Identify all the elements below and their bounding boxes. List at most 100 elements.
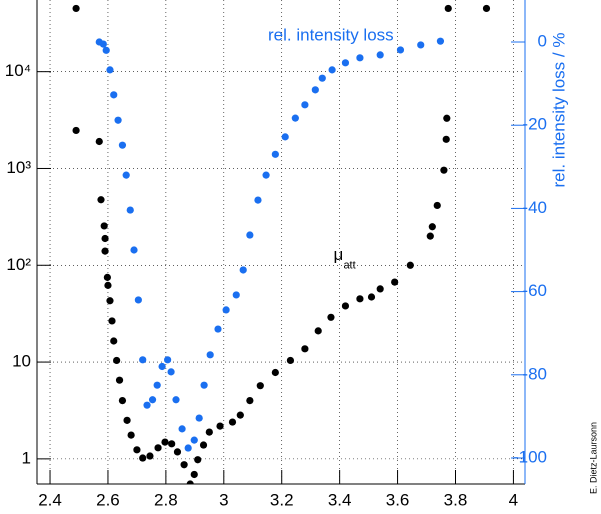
- data-point: [127, 431, 135, 439]
- x-tick-label: 2.4: [38, 490, 62, 509]
- data-point: [178, 425, 186, 433]
- y-tick-label: 10: [12, 352, 31, 371]
- data-point: [133, 446, 141, 454]
- data-point: [72, 126, 80, 135]
- annotation-subscript: att: [343, 260, 355, 272]
- data-point: [113, 356, 121, 365]
- data-point: [102, 46, 110, 54]
- data-point: [314, 327, 322, 335]
- series-label: rel. intensity loss: [268, 25, 394, 44]
- y-tick-label: 1: [22, 448, 31, 467]
- data-point: [148, 396, 157, 404]
- data-point: [72, 4, 80, 13]
- data-point: [281, 133, 289, 141]
- x-tick-label: 3.6: [386, 490, 410, 509]
- data-point: [433, 201, 441, 210]
- data-point: [356, 54, 364, 62]
- data-point: [341, 59, 350, 67]
- annotation: μ: [333, 245, 343, 264]
- data-point: [482, 4, 491, 13]
- data-point: [327, 313, 335, 321]
- data-point: [406, 261, 414, 269]
- data-point: [101, 247, 109, 255]
- data-point: [262, 171, 270, 179]
- data-point: [108, 317, 116, 325]
- data-point: [161, 438, 169, 446]
- data-point: [99, 40, 107, 48]
- x-tick-label: 2.6: [96, 490, 120, 509]
- data-point: [134, 296, 142, 304]
- data-point: [318, 74, 326, 82]
- data-point: [186, 480, 194, 484]
- data-point: [246, 231, 254, 239]
- data-point: [246, 396, 254, 405]
- y2-tick-label: -80: [522, 364, 547, 383]
- x-tick-label: 3.4: [328, 490, 352, 509]
- data-point: [206, 351, 214, 359]
- data-point: [158, 362, 166, 371]
- data-point: [95, 137, 103, 146]
- data-point: [442, 135, 450, 143]
- data-point: [356, 295, 364, 303]
- data-point: [367, 293, 376, 301]
- data-point: [100, 222, 108, 230]
- data-point: [106, 66, 114, 74]
- data-point: [190, 470, 198, 479]
- data-point: [115, 376, 124, 384]
- y2-tick-label: 0: [538, 31, 547, 50]
- data-point: [216, 422, 224, 430]
- data-point: [271, 368, 279, 377]
- data-point: [328, 66, 336, 74]
- data-point: [376, 285, 384, 293]
- y2-axis-label: rel. intensity loss / %: [549, 33, 568, 188]
- data-point: [126, 206, 134, 214]
- y-tick-label: 10³: [6, 158, 31, 177]
- data-point: [139, 454, 147, 462]
- data-point: [167, 368, 175, 376]
- data-point: [291, 114, 299, 122]
- data-point: [104, 281, 112, 289]
- data-point: [440, 166, 448, 174]
- y2-tick-label: -60: [522, 281, 547, 300]
- data-point: [97, 196, 105, 204]
- data-point: [443, 114, 451, 122]
- x-tick-label: 4: [509, 490, 518, 509]
- data-point: [426, 232, 434, 240]
- data-point: [444, 4, 452, 13]
- data-point: [173, 448, 182, 456]
- data-point: [153, 381, 161, 389]
- data-point: [222, 306, 230, 314]
- x-tick-label: 3: [219, 490, 228, 509]
- y2-tick-label: -100: [513, 447, 547, 466]
- data-point: [254, 196, 262, 204]
- data-point: [180, 461, 188, 469]
- data-point: [376, 51, 384, 59]
- plot-area: [72, 4, 491, 484]
- data-point: [101, 234, 109, 243]
- y-tick-label: 10⁴: [5, 61, 31, 80]
- data-point: [228, 418, 237, 426]
- data-point: [123, 416, 131, 424]
- data-point: [199, 441, 208, 449]
- y2-tick-label: -20: [522, 115, 547, 134]
- data-point: [214, 325, 222, 333]
- x-tick-label: 3.8: [444, 490, 468, 509]
- data-point: [110, 337, 118, 345]
- data-point: [164, 356, 172, 364]
- data-point: [195, 414, 203, 422]
- data-point: [168, 440, 176, 448]
- x-tick-label: 3.2: [270, 490, 294, 509]
- data-point: [106, 297, 114, 305]
- data-point: [118, 141, 127, 149]
- data-point: [146, 452, 154, 460]
- data-point: [103, 273, 111, 281]
- data-point: [122, 171, 130, 179]
- data-point: [341, 302, 350, 310]
- data-point: [143, 401, 151, 409]
- data-point: [114, 116, 122, 124]
- y-tick-label: 10²: [6, 255, 31, 274]
- data-point: [118, 396, 127, 405]
- data-point: [301, 345, 309, 353]
- data-point: [184, 444, 192, 452]
